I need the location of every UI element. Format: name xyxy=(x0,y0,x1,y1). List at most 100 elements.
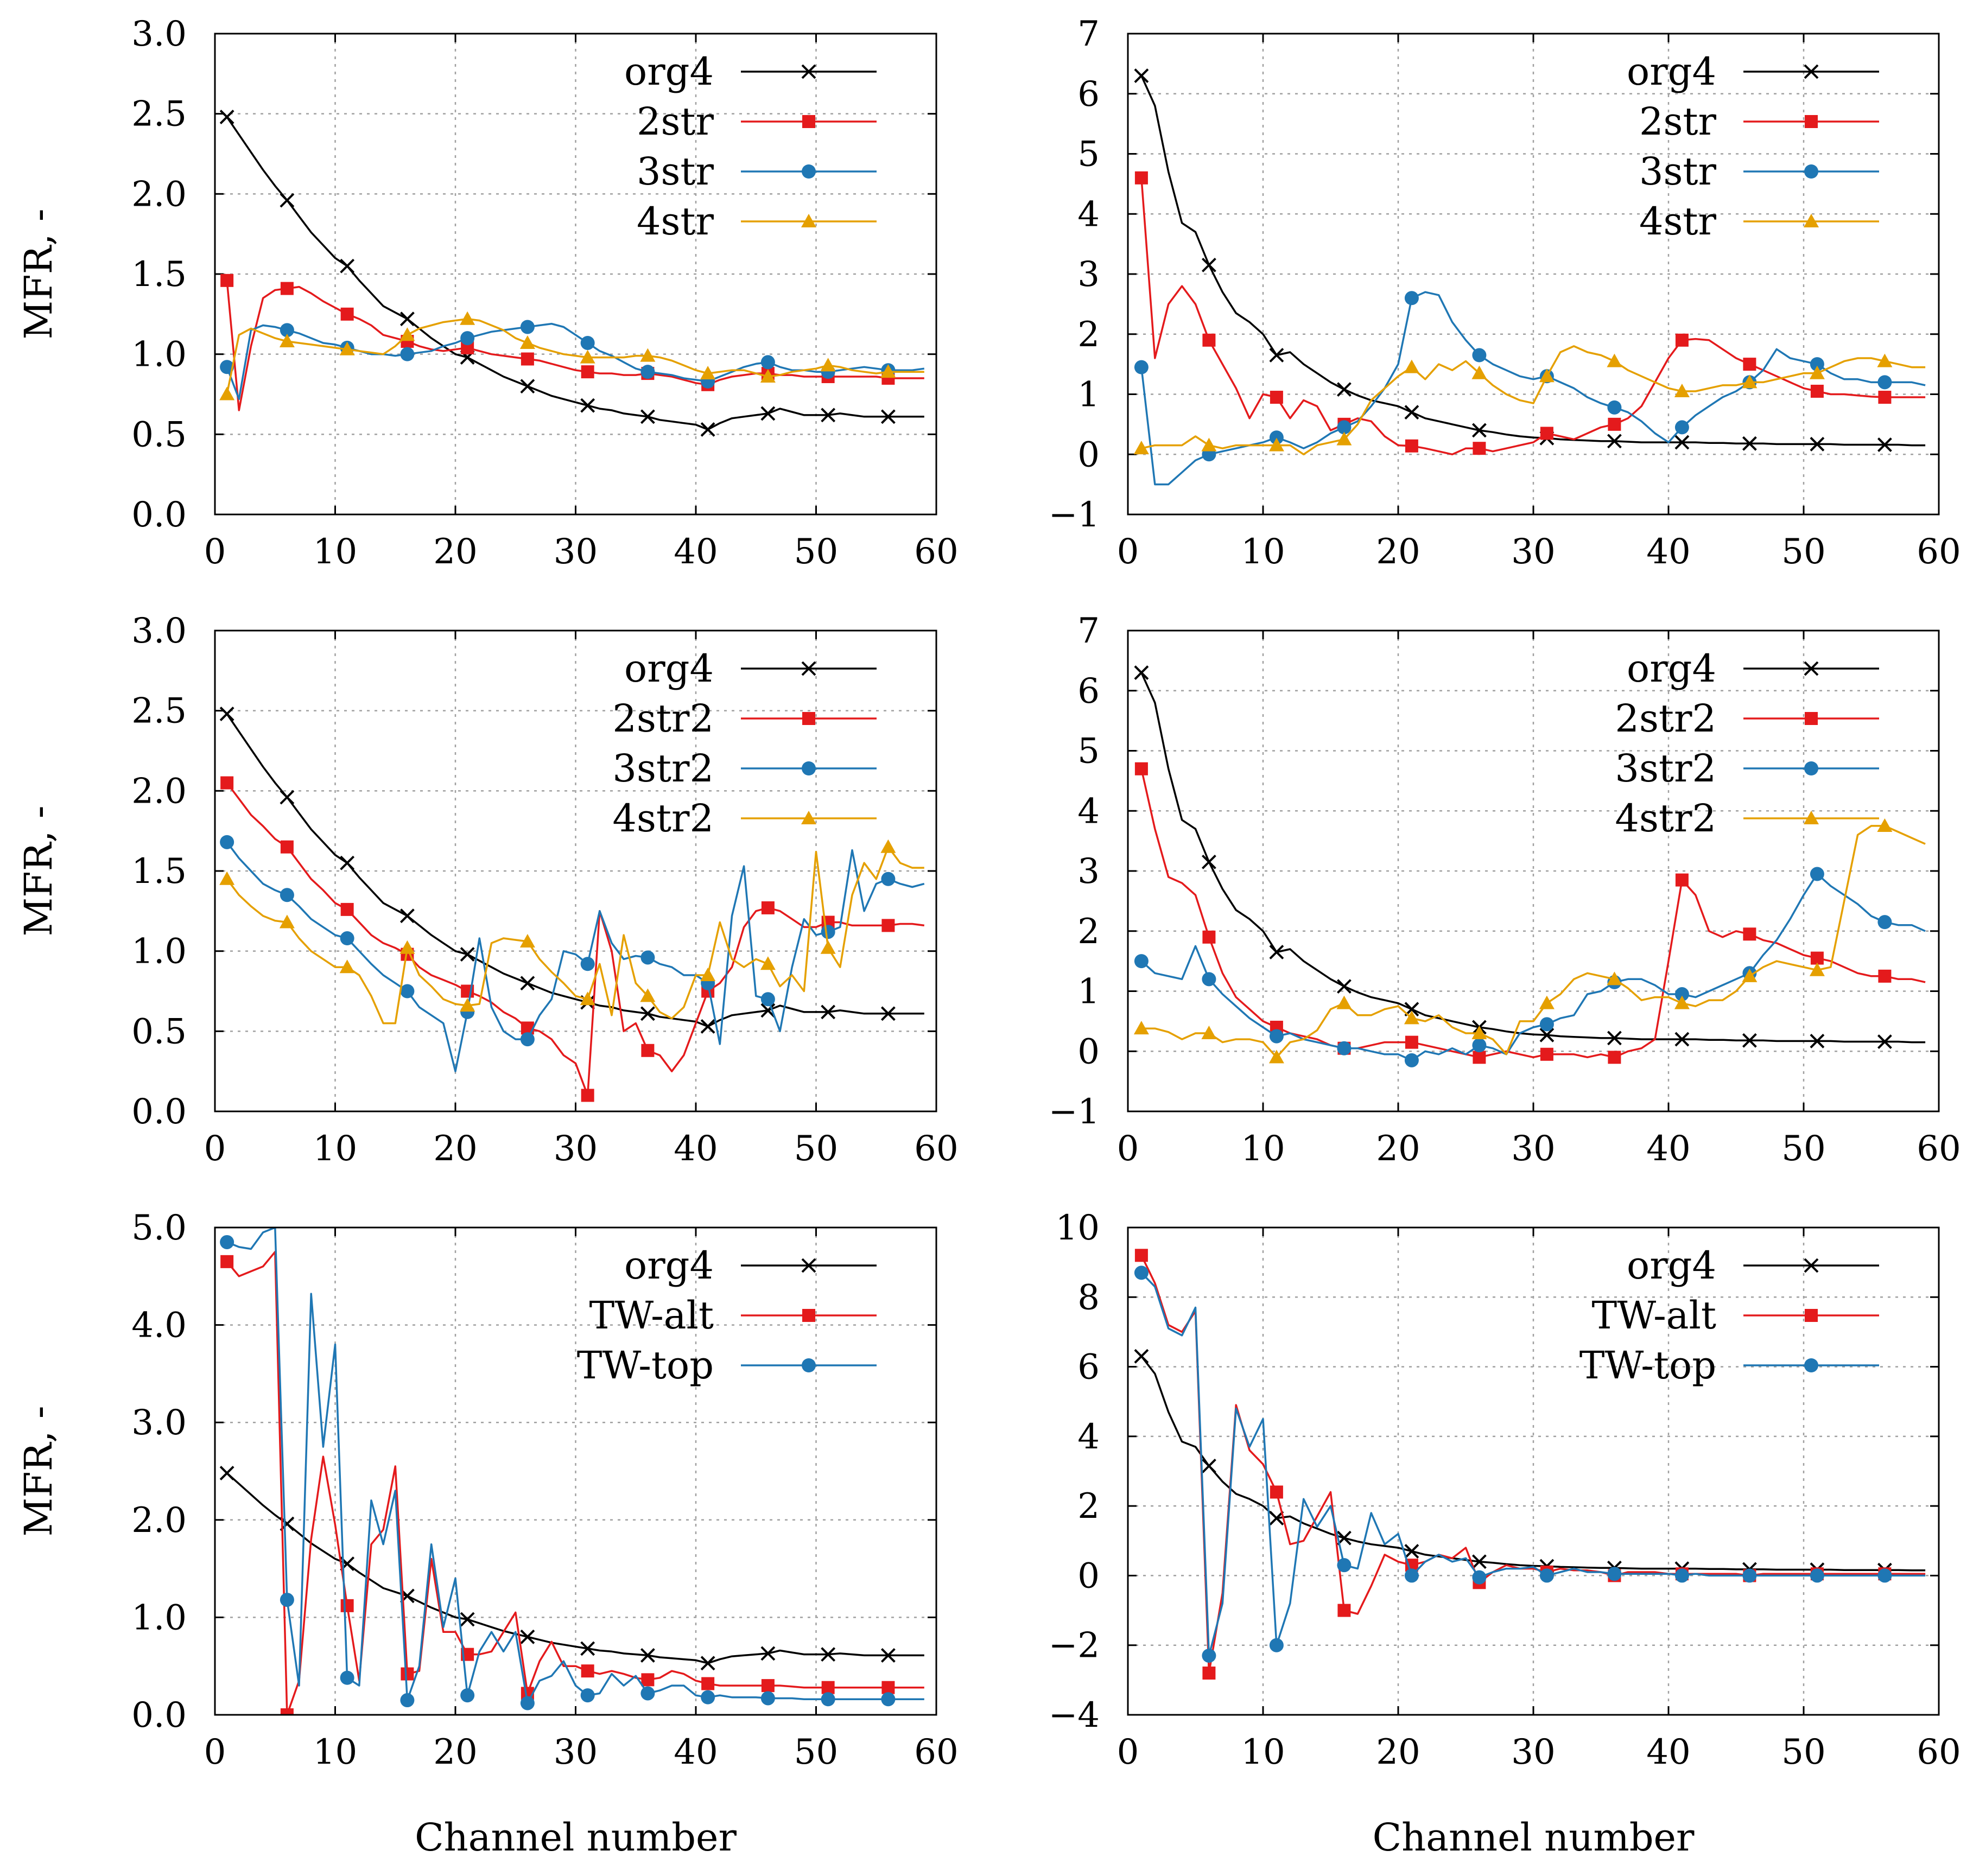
chart-2-point-4str2-36 xyxy=(640,988,656,1002)
chart-4-point-TW-alt-36 xyxy=(641,1673,655,1687)
chart-5-series-org4-markers xyxy=(1134,1349,1892,1578)
chart-1-point-4str-51 xyxy=(1809,365,1825,379)
chart-3-series-org4-line xyxy=(1140,672,1926,1044)
chart-2-frame xyxy=(214,629,937,1112)
chart-1-legend-marker-3str xyxy=(1804,164,1818,179)
chart-3-ytick-label-8: 7 xyxy=(1077,611,1100,651)
chart-1-point-4str-11 xyxy=(1268,437,1284,451)
chart-4-xtick-label-1: 10 xyxy=(313,1732,357,1772)
chart-1-legend: org4 2str 3str 4str xyxy=(1627,49,1879,244)
chart-4-ytick-label-5: 5.0 xyxy=(131,1208,187,1248)
chart-2-point-org4-26 xyxy=(520,976,535,991)
chart-1-point-2str-1 xyxy=(1134,171,1148,185)
chart-5-legend: org4 TW-alt TW-top xyxy=(1579,1243,1879,1388)
chart-4-ytick-label-4: 4.0 xyxy=(131,1306,187,1346)
chart-2-legend-label-2str2: 2str2 xyxy=(612,696,714,741)
chart-2-point-org4-36 xyxy=(640,1006,655,1021)
chart-3-legend-label-org4: org4 xyxy=(1627,646,1716,691)
chart-3-point-4str2-31 xyxy=(1539,995,1555,1009)
chart-2-ytick-label-5: 2.5 xyxy=(131,691,187,732)
chart-5-point-TW-top-36 xyxy=(1607,1567,1622,1581)
chart-4-legend-label-TW-alt: TW-alt xyxy=(589,1293,714,1338)
chart-5-point-TW-alt-11 xyxy=(1270,1485,1283,1499)
chart-1-point-org4-16 xyxy=(1336,382,1352,397)
chart-2-point-org4-21 xyxy=(460,947,475,962)
chart-2-ytick-label-2: 1.0 xyxy=(131,932,187,972)
chart-1-series-4str-line xyxy=(1141,345,1926,456)
chart-1-point-4str-56 xyxy=(1877,353,1893,367)
chart-3-xtick-label-5: 50 xyxy=(1781,1129,1825,1169)
chart-3-series-3str2-markers xyxy=(1134,867,1892,1067)
chart-0-point-org4-41 xyxy=(700,422,715,437)
chart-3-xtick-label-3: 30 xyxy=(1511,1129,1555,1169)
chart-2-point-4str2-11 xyxy=(339,959,355,974)
chart-3-point-4str2-51 xyxy=(1809,962,1825,976)
chart-2-point-org4-11 xyxy=(340,855,355,870)
chart-5-series-TW-top-line xyxy=(1140,1272,1926,1657)
chart-2-point-4str2-31 xyxy=(580,991,595,1006)
chart-1-ytick-label-6: 5 xyxy=(1077,135,1100,175)
chart-2-xtick-label-5: 50 xyxy=(794,1129,838,1169)
chart-2-point-4str2-41 xyxy=(700,967,716,981)
chart-3-ytick-label-0: −1 xyxy=(1049,1092,1100,1132)
chart-2-point-2str2-1 xyxy=(220,776,234,790)
chart-3-ytick-label-2: 1 xyxy=(1077,972,1100,1012)
chart-1-point-2str-21 xyxy=(1405,439,1418,453)
chart-1-point-3str-36 xyxy=(1607,400,1622,415)
chart-3-xtick-label-4: 40 xyxy=(1646,1129,1690,1169)
chart-3-series-2str2-markers xyxy=(1134,762,1892,1064)
chart-2-point-3str2-1 xyxy=(220,835,234,849)
chart-1-point-4str-46 xyxy=(1742,374,1758,389)
chart-2-point-org4-51 xyxy=(821,1004,836,1020)
chart-3-xtick-label-1: 10 xyxy=(1241,1129,1285,1169)
chart-3-point-4str2-16 xyxy=(1336,995,1352,1009)
chart-3-point-4str2-36 xyxy=(1607,971,1622,985)
chart-5-frame xyxy=(1127,1226,1940,1716)
chart-3-point-4str2-6 xyxy=(1201,1026,1217,1040)
chart-5-point-TW-alt-1 xyxy=(1134,1249,1148,1262)
chart-4-legend-marker-TW-alt xyxy=(802,1309,815,1322)
chart-0-point-4str-6 xyxy=(279,334,295,348)
chart-4-point-org4-56 xyxy=(880,1648,896,1663)
chart-0-point-2str-11 xyxy=(340,307,354,321)
chart-3-point-org4-51 xyxy=(1810,1034,1825,1048)
chart-1-ytick-label-3: 2 xyxy=(1077,315,1100,355)
chart-0-xtick-label-1: 10 xyxy=(313,532,357,572)
chart-4-point-org4-26 xyxy=(520,1629,535,1644)
chart-2-series-4str2-markers xyxy=(219,839,896,1012)
chart-1-point-2str-6 xyxy=(1202,333,1216,347)
chart-0-xtick-label-6: 60 xyxy=(914,532,958,572)
chart-3-point-2str2-21 xyxy=(1405,1035,1418,1049)
chart-1-point-3str-16 xyxy=(1337,420,1352,435)
chart-2-point-3str2-6 xyxy=(280,888,294,902)
chart-5-ytick-label-3: 2 xyxy=(1077,1486,1100,1527)
chart-3-point-2str2-31 xyxy=(1540,1047,1553,1061)
chart-1-point-org4-6 xyxy=(1201,257,1216,272)
chart-1-xtick-label-1: 10 xyxy=(1241,532,1285,572)
chart-4-point-TW-alt-16 xyxy=(401,1667,414,1681)
chart-3-frame xyxy=(1127,629,1940,1112)
chart-0-frame xyxy=(214,33,937,516)
chart-3-ytick-label-1: 0 xyxy=(1077,1032,1100,1072)
chart-5-point-org4-26 xyxy=(1471,1554,1487,1569)
chart-0-ytick-label-4: 2.0 xyxy=(131,174,187,214)
chart-2-point-3str2-31 xyxy=(580,957,595,971)
chart-3-ytick-label-5: 4 xyxy=(1077,791,1100,831)
chart-1-point-4str-41 xyxy=(1674,383,1690,397)
chart-4-xtick-label-3: 30 xyxy=(554,1732,598,1772)
chart-5-point-org4-6 xyxy=(1201,1458,1216,1473)
chart-3-point-2str2-26 xyxy=(1473,1051,1486,1064)
chart-2-xtick-label-3: 30 xyxy=(554,1129,598,1169)
chart-4-point-TW-top-16 xyxy=(400,1693,415,1708)
chart-5-xtick-label-0: 0 xyxy=(1117,1732,1139,1772)
chart-0-point-org4-31 xyxy=(580,398,595,413)
chart-3-xtick-label-6: 60 xyxy=(1917,1129,1961,1169)
chart-2-ytick-label-1: 0.5 xyxy=(131,1012,187,1052)
chart-4-xlabel: Channel number xyxy=(415,1815,737,1860)
chart-5-xtick-label-6: 60 xyxy=(1917,1732,1961,1772)
chart-0-point-4str-16 xyxy=(399,327,415,341)
chart-1-point-2str-46 xyxy=(1743,358,1756,371)
chart-1-point-org4-1 xyxy=(1134,68,1149,83)
chart-4-legend-marker-org4 xyxy=(801,1258,816,1273)
chart-2-point-org4-6 xyxy=(280,790,295,805)
